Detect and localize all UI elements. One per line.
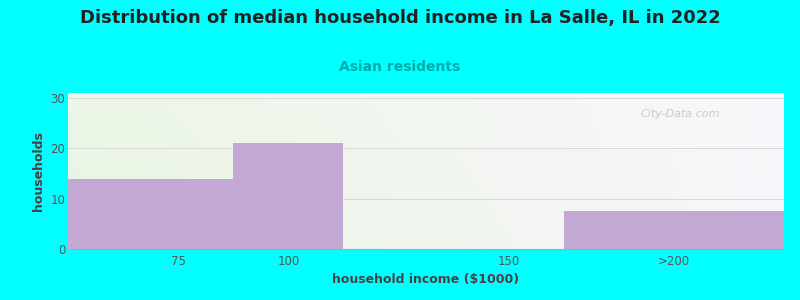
X-axis label: household income ($1000): household income ($1000)	[333, 273, 519, 286]
Y-axis label: households: households	[32, 131, 45, 211]
Bar	[234, 143, 343, 249]
Bar	[564, 211, 784, 249]
Text: Distribution of median household income in La Salle, IL in 2022: Distribution of median household income …	[80, 9, 720, 27]
Text: City-Data.com: City-Data.com	[641, 109, 720, 118]
Bar	[68, 178, 234, 249]
Text: Asian residents: Asian residents	[339, 60, 461, 74]
